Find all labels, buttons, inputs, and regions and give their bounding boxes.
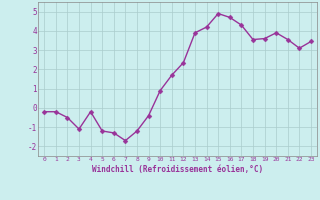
X-axis label: Windchill (Refroidissement éolien,°C): Windchill (Refroidissement éolien,°C) <box>92 165 263 174</box>
